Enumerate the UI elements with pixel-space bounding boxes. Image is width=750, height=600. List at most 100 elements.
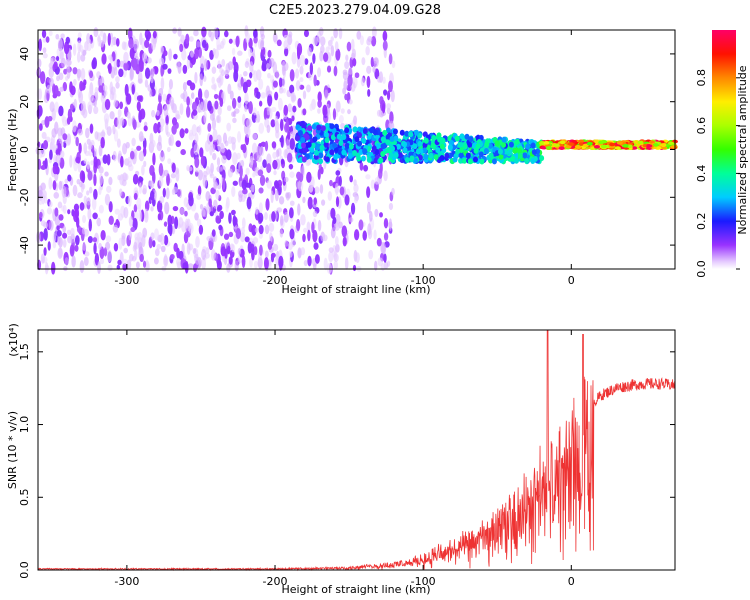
spectrogram-cell	[211, 84, 217, 90]
spectrogram-cell	[201, 248, 207, 260]
spectrogram-cell	[125, 141, 130, 149]
spectrogram-cell	[530, 142, 536, 149]
spectrogram-cell	[78, 91, 84, 104]
spectrogram-cell	[121, 41, 127, 50]
spectrogram-cell	[289, 228, 295, 240]
spectrogram-cell	[578, 139, 585, 144]
snr-y-multiplier: (x10⁴)	[7, 323, 20, 357]
spectrogram-cell	[328, 247, 334, 253]
snr-series-line	[37, 329, 676, 572]
spectrogram-cell	[553, 143, 560, 147]
spectrogram-cell	[78, 142, 82, 154]
spectrogram-cell	[243, 71, 248, 77]
spectrogram-cell	[196, 218, 202, 227]
spectrogram-cell	[216, 165, 222, 173]
spectrogram-cell	[266, 153, 272, 167]
spectrogram-cell	[182, 64, 188, 74]
spectrogram-cell	[195, 236, 200, 248]
spectrogram-cell	[216, 115, 220, 124]
spectrogram-cell	[124, 173, 129, 181]
spectrogram-cell	[114, 208, 121, 215]
spectrogram-cell	[201, 26, 207, 38]
spectrogram-cell	[42, 37, 47, 43]
spectrogram-cell	[312, 229, 318, 243]
spectrogram-y-tick-label: 40	[18, 47, 31, 61]
spectrogram-cell	[117, 213, 124, 221]
spectrogram-cell	[219, 210, 224, 220]
spectrogram-cell	[318, 152, 324, 159]
spectrogram-cell	[187, 263, 194, 269]
spectrogram-cell	[324, 122, 330, 129]
spectrogram-cell	[116, 138, 121, 148]
spectrogram-cell	[91, 59, 96, 70]
spectrogram-cell	[314, 186, 320, 194]
spectrogram-cell	[138, 131, 144, 142]
spectrogram-cell	[188, 222, 194, 235]
snr-y-tick-label: 0.5	[18, 489, 31, 507]
spectrogram-cell	[389, 136, 395, 143]
spectrogram-cell	[176, 247, 180, 259]
spectrogram-cell	[46, 84, 52, 94]
spectrogram-cell	[306, 141, 312, 148]
spectrogram-cell	[123, 51, 129, 64]
snr-x-axis-label: Height of straight line (km)	[281, 583, 430, 596]
spectrogram-cell	[431, 142, 437, 149]
spectrogram-cell	[244, 236, 250, 243]
spectrogram-cell	[53, 61, 58, 70]
spectrogram-cell	[194, 48, 199, 60]
spectrogram-cell	[270, 190, 274, 204]
spectrogram-cell	[179, 207, 185, 215]
spectrogram-cell	[43, 195, 48, 204]
spectrogram-cell	[219, 97, 224, 108]
spectrogram-cell	[135, 121, 141, 128]
spectrogram-cell	[77, 160, 82, 173]
spectrogram-cell	[144, 200, 150, 212]
spectrogram-cell	[123, 247, 128, 254]
spectrogram-cell	[375, 142, 381, 149]
spectrogram-cell	[307, 229, 311, 242]
spectrogram-cell	[139, 32, 143, 46]
spectrogram-cell	[180, 34, 185, 44]
spectrogram-cell	[159, 118, 165, 128]
spectrogram-cell	[156, 243, 162, 250]
spectrogram-cell	[319, 144, 325, 151]
spectrogram-cell	[40, 253, 45, 264]
spectrogram-cell	[287, 242, 293, 251]
spectrogram-cell	[382, 30, 388, 42]
spectrogram-cell	[89, 70, 94, 79]
spectrogram-cell	[163, 169, 169, 177]
spectrogram-cell	[172, 205, 179, 212]
spectrogram-cell	[348, 143, 354, 150]
spectrogram-cell	[458, 152, 464, 159]
spectrogram-cell	[313, 197, 318, 205]
spectrogram-cell	[126, 259, 132, 270]
spectrogram-cell	[72, 120, 77, 133]
spectrogram-cell	[237, 247, 242, 255]
spectrogram-cell	[223, 233, 230, 240]
spectrogram-cell	[192, 247, 197, 255]
spectrogram-cell	[102, 154, 108, 165]
spectrogram-cell	[317, 99, 322, 108]
spectrogram-cell	[323, 52, 329, 63]
spectrogram-cell	[129, 47, 135, 60]
spectrogram-cell	[113, 242, 119, 252]
spectrogram-y-tick-label: 0	[18, 146, 31, 153]
spectrogram-cell	[288, 31, 293, 38]
spectrogram-cell	[382, 76, 386, 84]
spectrogram-cell	[322, 234, 328, 242]
spectrogram-cell	[259, 26, 265, 38]
spectrogram-cell	[153, 257, 159, 265]
spectrogram-cell	[270, 119, 276, 128]
spectrogram-cell	[291, 115, 295, 122]
spectrogram-cell	[66, 58, 71, 66]
spectrogram-cell	[52, 232, 56, 244]
spectrogram-cell	[287, 37, 293, 44]
spectrogram-cell	[84, 251, 90, 257]
spectrogram-cell	[75, 136, 79, 147]
spectrogram-cell	[177, 61, 182, 74]
spectrogram-cell	[213, 93, 219, 100]
spectrogram-cell	[110, 37, 114, 47]
spectrogram-cell	[297, 179, 304, 192]
spectrogram-cell	[193, 29, 199, 37]
spectrogram-cell	[93, 173, 97, 187]
